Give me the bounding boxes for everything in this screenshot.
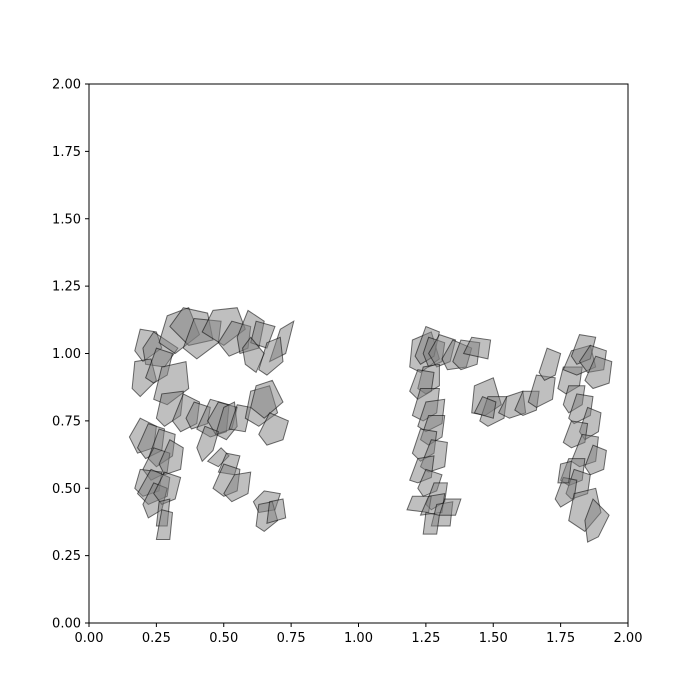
y-tick-label: 1.75 — [52, 145, 81, 160]
polygon-40 — [155, 509, 174, 540]
polygon-65 — [438, 498, 462, 516]
y-axis-ticks: 0.00 0.25 0.50 0.75 1.00 1.25 1.50 1.75 2.00 — [52, 78, 89, 632]
y-tick-label: 0.50 — [52, 482, 81, 497]
polygon-10 — [258, 336, 284, 376]
x-tick-label: 1.75 — [546, 631, 575, 646]
y-tick-label: 1.50 — [52, 212, 81, 227]
polygon-88 — [584, 498, 610, 543]
x-axis-ticks: 0.00 0.25 0.50 0.75 1.00 1.25 1.50 1.75 2.00 — [75, 623, 643, 646]
polygon-83 — [584, 444, 607, 476]
x-tick-label: 0.50 — [209, 631, 238, 646]
polygon-89 — [557, 460, 572, 484]
polygon-layer — [128, 307, 613, 543]
x-tick-label: 1.00 — [344, 631, 373, 646]
polygon-77 — [584, 355, 613, 390]
polygon-72 — [538, 347, 562, 382]
x-tick-label: 0.00 — [75, 631, 104, 646]
x-tick-label: 1.50 — [479, 631, 508, 646]
polygon-64 — [422, 511, 440, 535]
polygon-11 — [242, 336, 265, 374]
x-tick-label: 0.75 — [277, 631, 306, 646]
polygon-34 — [223, 471, 252, 503]
polygon-71 — [527, 374, 556, 408]
y-tick-label: 0.00 — [52, 617, 81, 632]
y-tick-label: 1.25 — [52, 280, 81, 295]
x-tick-label: 0.25 — [142, 631, 171, 646]
polygon-23 — [250, 379, 284, 419]
polygon-50 — [462, 336, 492, 360]
polygon-24 — [258, 412, 290, 446]
y-tick-label: 1.00 — [52, 347, 81, 362]
y-tick-label: 0.75 — [52, 414, 81, 429]
y-tick-label: 0.25 — [52, 549, 81, 564]
y-tick-label: 2.00 — [52, 78, 81, 93]
polygon-30 — [196, 425, 220, 463]
x-tick-label: 2.00 — [614, 631, 643, 646]
polygon-68 — [473, 395, 497, 419]
x-tick-label: 1.25 — [411, 631, 440, 646]
polygon-43 — [266, 498, 287, 524]
